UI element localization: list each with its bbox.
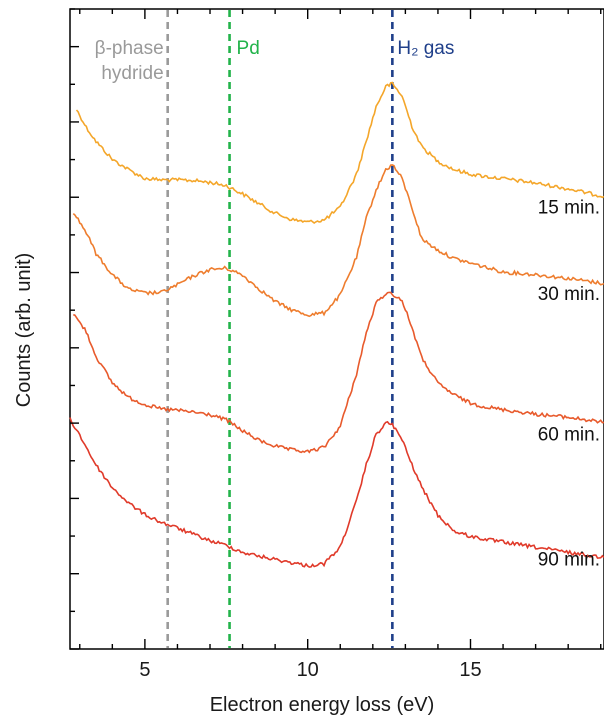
x-tick-label: 15 [459,659,481,681]
series-line [73,291,604,454]
axis-ticks: 5 10 15 [70,8,602,681]
reference-label: H₂ gas [397,38,454,59]
x-tick-label: 10 [297,659,319,681]
series-line [72,164,604,318]
axes-frame [69,8,604,650]
series-line [69,417,604,568]
reference-label: hydride [101,63,163,84]
curve-labels: 15 min. 30 min. 60 min. 90 min. [538,197,600,570]
y-axis-label: Counts (arb. unit) [13,253,35,408]
plot-area: 5 10 15 β-phase hydride Pd H₂ gas 15 min. 30 m… [69,8,604,681]
reference-lines [166,10,394,648]
curve-label: 15 min. [538,197,600,218]
series-lines [69,81,604,568]
curve-label: 30 min. [538,284,600,305]
reference-labels: β-phase hydride Pd H₂ gas [95,38,455,84]
reference-label: Pd [237,38,260,59]
x-axis-label: Electron energy loss (eV) [210,694,435,716]
reference-label: β-phase [95,38,164,59]
curve-label: 90 min. [538,549,600,570]
curve-label: 60 min. [538,425,600,446]
x-tick-label: 5 [139,659,150,681]
series-line [75,81,604,224]
